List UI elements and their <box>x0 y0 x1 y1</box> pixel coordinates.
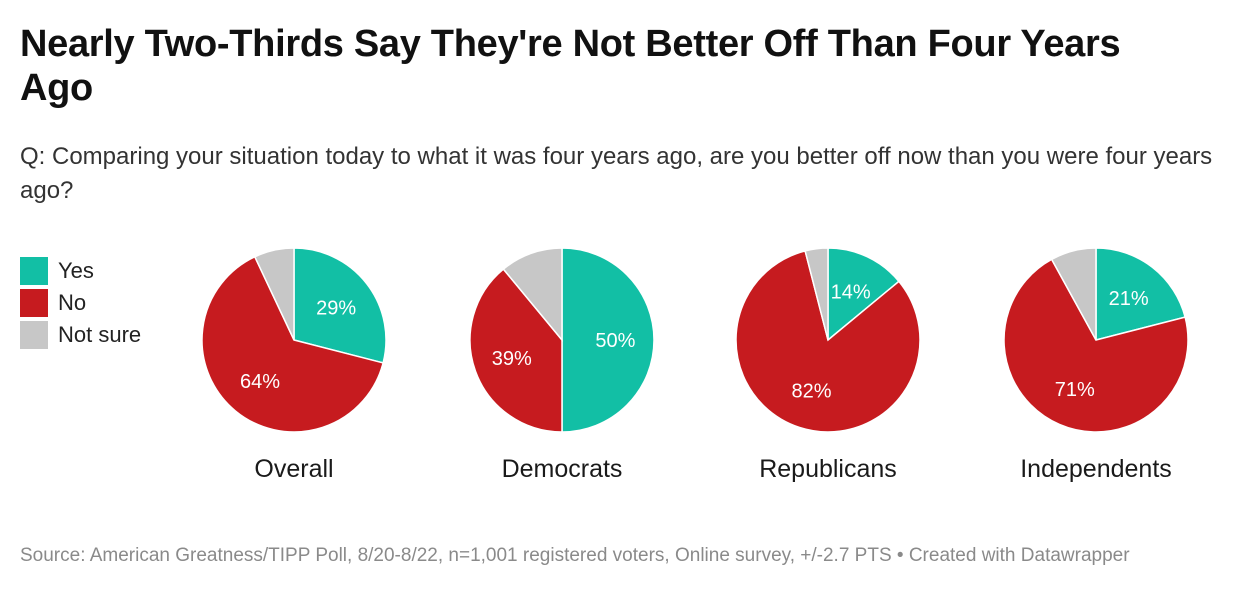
legend-label-no: No <box>58 290 87 315</box>
legend-label-not-sure: Not sure <box>58 322 142 347</box>
slice-democrats-no <box>469 268 563 433</box>
slice-republicans-yes <box>827 247 900 342</box>
data-label-republicans-no: 82% <box>791 381 831 403</box>
slice-republicans-not-sure <box>804 247 829 341</box>
data-label-overall-yes: 29% <box>316 297 356 319</box>
slice-independents-not-sure <box>1050 247 1097 341</box>
legend-item-yes: Yes <box>20 255 141 287</box>
slice-independents-yes <box>1095 247 1187 341</box>
slice-republicans-no <box>735 249 921 433</box>
data-label-overall-no: 64% <box>240 371 280 393</box>
pie-caption-republicans: Republicans <box>759 455 897 483</box>
data-label-independents-no: 71% <box>1055 379 1095 401</box>
legend: Yes No Not sure <box>20 255 141 351</box>
slice-overall-yes <box>293 247 387 364</box>
slice-democrats-not-sure <box>502 247 563 343</box>
pie-caption-independents: Independents <box>1020 455 1172 483</box>
legend-swatch-no <box>20 289 48 317</box>
legend-swatch-yes <box>20 257 48 285</box>
legend-label-yes: Yes <box>58 258 94 283</box>
pie-overall: 29% 64% <box>201 247 387 433</box>
pie-independents: 21% 71% <box>1003 247 1189 433</box>
legend-item-no: No <box>20 287 141 319</box>
legend-swatch-not-sure <box>20 321 48 349</box>
pie-democrats: 50% 39% <box>469 247 655 433</box>
data-label-independents-yes: 21% <box>1109 288 1149 310</box>
data-label-democrats-no: 39% <box>492 348 532 370</box>
legend-item-not-sure: Not sure <box>20 319 141 351</box>
pie-republicans: 14% 82% <box>735 247 921 433</box>
slice-overall-not-sure <box>253 247 295 341</box>
pie-caption-democrats: Democrats <box>502 455 623 483</box>
chart-subtitle: Q: Comparing your situation today to wha… <box>20 143 1213 204</box>
chart-title: Nearly Two-Thirds Say They're Not Better… <box>20 23 1121 109</box>
slice-democrats-yes <box>561 247 655 433</box>
pie-caption-overall: Overall <box>254 455 333 483</box>
slice-overall-no <box>201 255 385 433</box>
source-footer: Source: American Greatness/TIPP Poll, 8/… <box>20 545 1130 566</box>
data-label-democrats-yes: 50% <box>595 330 635 352</box>
slice-independents-no <box>1003 258 1189 433</box>
data-label-republicans-yes: 14% <box>831 282 871 304</box>
